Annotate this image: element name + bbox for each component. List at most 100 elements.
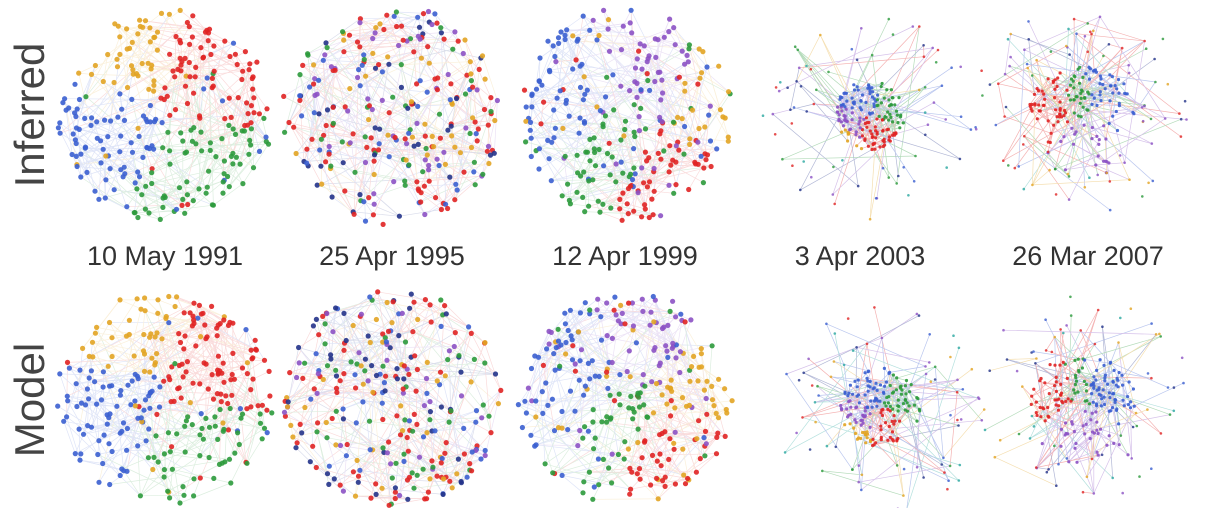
node [185, 201, 191, 208]
edge [189, 44, 204, 59]
node [248, 347, 254, 353]
node [545, 137, 551, 143]
edge [185, 44, 190, 77]
node [1107, 43, 1111, 46]
node [353, 385, 359, 391]
node [161, 193, 167, 199]
edge [673, 66, 708, 194]
edge [104, 142, 132, 199]
node [1116, 77, 1121, 82]
node [415, 141, 421, 147]
node [212, 414, 218, 420]
edge [563, 158, 570, 201]
node [379, 97, 385, 103]
node [1035, 117, 1039, 121]
node [326, 143, 332, 150]
edge [203, 88, 232, 118]
edge [477, 97, 492, 130]
edge [621, 173, 624, 221]
node [244, 460, 250, 466]
edge [184, 130, 192, 154]
edge [584, 122, 604, 125]
edge [530, 122, 578, 174]
edge [162, 76, 176, 208]
node [1078, 101, 1082, 105]
node [676, 147, 682, 153]
edge [198, 180, 225, 190]
node [402, 417, 408, 423]
node [887, 104, 892, 108]
edge [95, 49, 158, 66]
node [135, 214, 141, 221]
edge [169, 14, 243, 132]
node [207, 140, 213, 146]
node [339, 139, 345, 145]
edge [678, 148, 717, 151]
edge [328, 98, 369, 155]
node [922, 44, 925, 47]
edge [311, 80, 319, 140]
node [645, 56, 651, 62]
node [550, 43, 556, 49]
node [453, 95, 460, 102]
node [923, 86, 927, 89]
node [198, 311, 204, 317]
node [215, 322, 221, 328]
node [114, 64, 121, 70]
node [1108, 73, 1112, 77]
edge [151, 150, 211, 174]
edge [180, 65, 195, 128]
node [1140, 106, 1144, 109]
edge [624, 116, 640, 130]
node [815, 88, 818, 92]
node [577, 115, 583, 121]
edge [434, 13, 459, 42]
edge [252, 76, 255, 113]
node [111, 79, 117, 86]
node [450, 46, 456, 52]
edge [78, 73, 92, 126]
node [371, 171, 377, 178]
edge [145, 65, 153, 120]
edge [624, 129, 650, 182]
node [414, 120, 420, 126]
node [606, 140, 612, 146]
node [135, 415, 141, 421]
node [438, 206, 444, 213]
edge [649, 90, 711, 107]
node [452, 144, 458, 150]
network [281, 289, 504, 508]
edge [629, 90, 660, 118]
edge [164, 150, 202, 198]
edge [588, 180, 620, 210]
edge [360, 18, 376, 34]
node [132, 403, 138, 409]
edge [589, 128, 646, 162]
node [480, 402, 486, 408]
node [264, 407, 270, 413]
node [1053, 96, 1057, 100]
node [482, 452, 488, 459]
node [238, 415, 244, 421]
edge [327, 109, 332, 167]
edge [352, 103, 412, 135]
node [244, 122, 251, 128]
edge [137, 41, 151, 76]
node [475, 126, 481, 132]
node [546, 156, 552, 162]
edge [320, 125, 327, 167]
edge [134, 187, 180, 213]
edge [584, 43, 641, 78]
edge [431, 74, 449, 137]
node [1108, 180, 1112, 183]
node [1088, 176, 1091, 179]
node [704, 152, 711, 158]
edge [373, 193, 400, 217]
edge [660, 121, 663, 160]
edge [212, 86, 225, 174]
edge [408, 164, 419, 190]
node [155, 459, 161, 465]
node [407, 305, 413, 311]
node [128, 63, 135, 69]
node [132, 210, 138, 216]
